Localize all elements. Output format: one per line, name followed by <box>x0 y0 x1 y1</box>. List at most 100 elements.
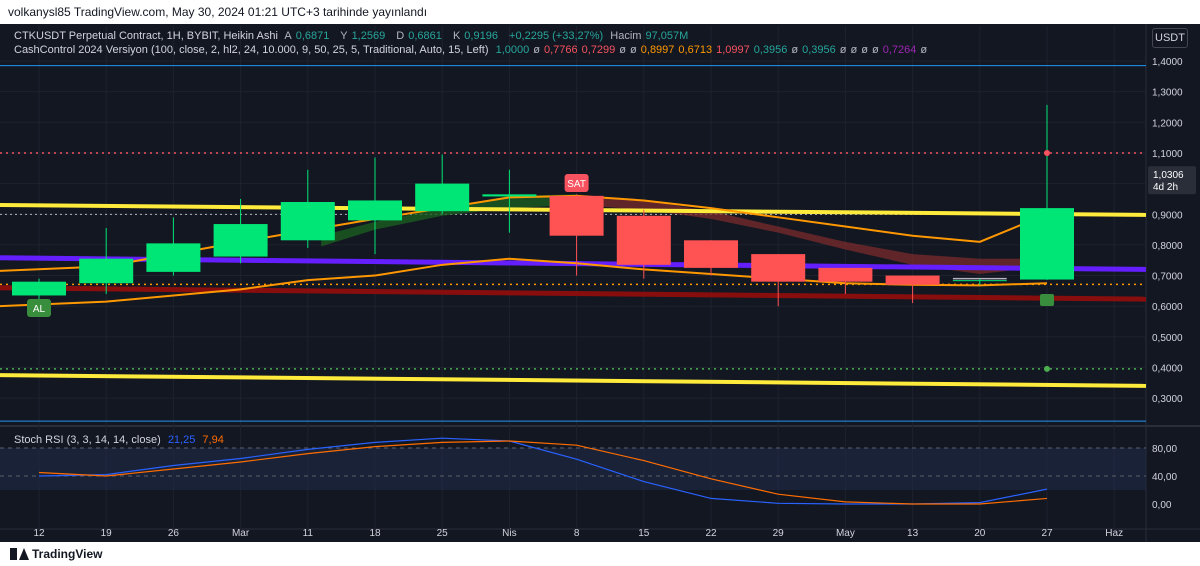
indicator-value: 1,0000 <box>495 44 530 56</box>
time-tick-label: May <box>836 528 855 539</box>
indicator-value: ø <box>533 44 540 56</box>
candle-body <box>146 243 201 272</box>
chart-panel[interactable]: AL SAT 1,4000 1,3000 1,2000 1,1000 1,0000 0,900… <box>0 24 1200 542</box>
volume-label: Hacim <box>610 30 642 42</box>
candle-body <box>751 254 806 282</box>
price-tick-label: 0,8000 <box>1152 241 1183 252</box>
tradingview-logo-icon <box>10 548 29 560</box>
rsi-series-d <box>38 440 1048 505</box>
candle-body <box>616 215 671 265</box>
indicator-value: 1,0997 <box>716 44 750 56</box>
rsi-series-k <box>38 437 1048 505</box>
bull-marker <box>1040 293 1054 306</box>
open-label: A <box>284 30 292 42</box>
price-tick-label: 0,4000 <box>1152 364 1183 375</box>
rsi-legend[interactable]: Stoch RSI (3, 3, 14, 14, close) 21,25 7,… <box>14 434 228 446</box>
signal-label: SAT <box>567 179 586 190</box>
price-tick-label: 1,3000 <box>1152 88 1183 99</box>
volume-value: 97,057M <box>645 30 689 42</box>
indicator-legend[interactable]: CashControl 2024 Versiyon (100, close, 2… <box>14 44 935 56</box>
time-tick-label: Haz <box>1105 528 1123 539</box>
indicator-value: 0,7264 <box>882 44 917 56</box>
candle-body <box>885 275 940 285</box>
signal-label: AL <box>33 304 46 315</box>
signal-label-bg <box>27 299 51 318</box>
indicator-value: ø <box>850 44 858 56</box>
indicator-value: ø <box>920 44 928 56</box>
time-tick-label: 22 <box>705 528 717 539</box>
indicator-value: ø <box>861 44 868 56</box>
candle-body <box>213 224 268 257</box>
time-tick-label: 27 <box>1041 528 1053 539</box>
high-value: 1,2569 <box>351 30 386 42</box>
time-tick-label: 26 <box>168 528 180 539</box>
time-tick-label: 11 <box>303 528 314 539</box>
indicator-value: 0,8997 <box>640 44 675 56</box>
time-tick-label: 29 <box>773 528 785 539</box>
candle-body <box>482 194 537 197</box>
rsi-tick-label: 40,00 <box>1152 472 1177 483</box>
price-tick-label: 0,3000 <box>1152 394 1183 405</box>
chart-svg[interactable]: AL SAT 1,4000 1,3000 1,2000 1,1000 1,0000 0,900… <box>0 24 1200 542</box>
publish-line: volkanysl85 TradingView.com, May 30, 202… <box>8 5 428 19</box>
time-tick-label: 20 <box>974 528 986 539</box>
indicator-value: 0,7766 <box>543 44 578 56</box>
indicator-name: CashControl 2024 Versiyon (100, close, 2… <box>14 44 489 56</box>
close-value: 0,9196 <box>464 30 498 42</box>
time-tick-label: 15 <box>638 528 650 539</box>
rsi-name: Stoch RSI (3, 3, 14, 14, close) <box>14 434 161 446</box>
rsi-tick-label: 0,00 <box>1152 500 1172 511</box>
time-tick-label: 12 <box>33 528 45 539</box>
price-tick-label: 1,1000 <box>1152 149 1183 160</box>
price-tick-label: 0,7000 <box>1152 272 1183 283</box>
indicator-values: 1,0000 ø 0,7766 0,7299 ø ø 0,8997 0,6713 1,0997 0… <box>496 44 932 56</box>
candle-body <box>348 200 402 221</box>
price-tick-label: 0,6000 <box>1152 302 1183 313</box>
symbol-name: CTKUSDT Perpetual Contract, 1H, BYBIT, H… <box>14 30 278 42</box>
bear-cloud <box>576 194 1021 275</box>
price-tick-label: 1,4000 <box>1152 57 1183 68</box>
price-tick-label: 1,2000 <box>1152 118 1183 129</box>
indicator-value: 0,3956 <box>753 44 788 56</box>
tradingview-logo: TradingView <box>10 546 102 562</box>
publish-header: volkanysl85 TradingView.com, May 30, 202… <box>0 0 1200 24</box>
change-value: +0,2295 (+33,27%) <box>509 30 604 42</box>
time-tick-label: Mar <box>232 528 250 539</box>
indicator-value: 0,7299 <box>581 44 616 56</box>
candle-body <box>1020 208 1074 280</box>
symbol-legend[interactable]: CTKUSDT Perpetual Contract, 1H, BYBIT, H… <box>14 30 696 42</box>
candle-body <box>818 267 873 282</box>
time-tick-label: 19 <box>101 528 113 539</box>
time-tick-label: 25 <box>437 528 449 539</box>
footer: TradingView <box>0 542 1200 566</box>
rsi-d-value: 7,94 <box>202 434 224 446</box>
indicator-value: ø <box>791 44 799 56</box>
rsi-k-value: 21,25 <box>167 434 196 446</box>
bull-cloud <box>321 194 577 247</box>
candle-body <box>952 280 1007 282</box>
price-tick-label: 0,9000 <box>1152 210 1183 221</box>
time-tick-label: Nis <box>502 528 516 539</box>
indicator-value: ø <box>619 44 627 56</box>
candle-body <box>280 201 335 241</box>
high-label: Y <box>340 30 348 42</box>
close-label: K <box>452 30 461 42</box>
rsi-tick-label: 80,00 <box>1152 444 1177 455</box>
time-tick-label: 13 <box>907 528 919 539</box>
candle-body <box>549 195 604 236</box>
yellow-lower-line <box>0 373 1147 388</box>
open-value: 0,6871 <box>295 30 330 42</box>
indicator-value: ø <box>871 44 879 56</box>
candle-body <box>684 240 738 268</box>
candle-body <box>79 258 134 284</box>
indicator-value: ø <box>630 44 637 56</box>
brand-name: TradingView <box>32 547 103 561</box>
signal-label-bg <box>564 173 589 192</box>
current-price-label: 1,0306 <box>1153 170 1184 181</box>
currency-button[interactable]: USDT <box>1152 28 1188 48</box>
current-price-tag <box>1148 166 1196 195</box>
candle-body <box>415 183 470 212</box>
indicator-value: 0,3956 <box>802 44 836 56</box>
candle-body <box>12 281 66 296</box>
stop-marker <box>1044 365 1050 372</box>
